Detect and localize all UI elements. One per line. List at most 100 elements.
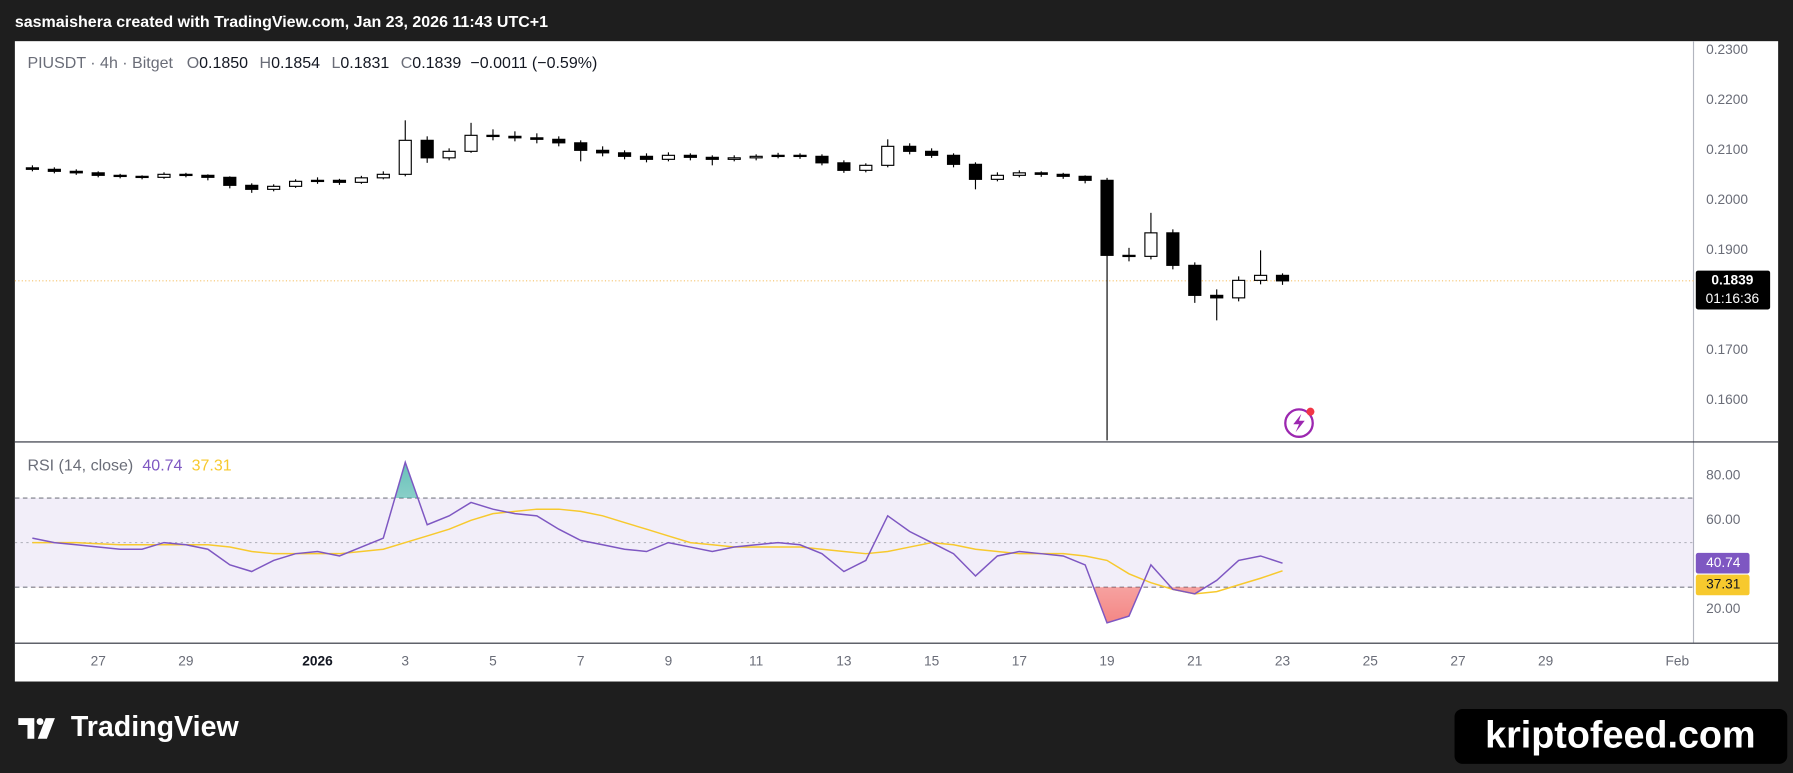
x-tick-label: 15 — [924, 654, 940, 669]
x-tick-label: 9 — [665, 654, 673, 669]
candle-body — [1253, 274, 1268, 281]
ohlc-label: C — [401, 55, 413, 72]
ohlc-value: 0.1831 — [340, 55, 389, 72]
candle-body — [946, 154, 961, 165]
candle-body — [1034, 172, 1048, 175]
overbought-fill — [394, 462, 418, 499]
last-price-tag — [1695, 270, 1771, 310]
candle-body — [903, 145, 917, 152]
candle-body — [1012, 172, 1026, 176]
alert-icon — [1284, 407, 1315, 438]
candle-body — [245, 184, 259, 190]
candle-body — [1166, 232, 1180, 266]
brand-name: TradingView — [71, 711, 240, 743]
y-tick-label: 0.2200 — [1706, 92, 1748, 107]
candle-body — [223, 176, 237, 186]
candle-body — [486, 134, 500, 138]
candle-body — [552, 138, 566, 144]
rsi-line — [32, 459, 1283, 624]
candle-body — [267, 185, 281, 190]
rsi-band-fill — [14, 498, 1694, 588]
candle-body — [91, 172, 105, 176]
candle-body — [1122, 254, 1136, 258]
candle-body — [925, 150, 939, 156]
candle-body — [968, 163, 983, 180]
bar-countdown: 01:16:36 — [1706, 291, 1760, 306]
candle-body — [332, 179, 347, 183]
rsi-tick-label: 80.00 — [1706, 467, 1741, 482]
share-caption: sasmaishera created with TradingView.com… — [15, 14, 548, 31]
candle-body — [1144, 232, 1158, 257]
candle-body — [771, 154, 785, 158]
candle-body — [881, 145, 895, 166]
candle-body — [1188, 264, 1202, 296]
candle-body — [508, 135, 522, 139]
candle-body — [661, 154, 676, 160]
candle-body — [683, 154, 697, 158]
x-tick-label: 29 — [178, 654, 193, 669]
ohlc-value: 0.1850 — [199, 55, 248, 72]
x-tick-label: 29 — [1538, 654, 1553, 669]
y-tick-label: 0.1900 — [1706, 242, 1748, 257]
candle-body — [135, 175, 149, 179]
candle-body — [376, 173, 390, 179]
x-tick-label: 3 — [401, 654, 409, 669]
candle-body — [990, 174, 1005, 180]
candle-body — [574, 142, 588, 151]
candle-body — [793, 154, 807, 158]
rsi-ma-line — [32, 508, 1283, 595]
candle-body — [1210, 294, 1224, 299]
x-tick-label: 19 — [1099, 654, 1114, 669]
x-tick-label: 7 — [577, 654, 585, 669]
rsi-legend-value: 40.74 — [142, 458, 182, 475]
candle-body — [815, 155, 829, 164]
x-tick-label: 5 — [489, 654, 497, 669]
candle-body — [398, 139, 412, 175]
candle-body — [1100, 179, 1114, 256]
y-tick-label: 0.2000 — [1706, 192, 1748, 207]
candle-body — [859, 164, 873, 171]
candle-body — [749, 155, 763, 159]
ohlc-value: 0.1854 — [271, 55, 320, 72]
candle-body — [705, 156, 719, 160]
candle-body — [47, 168, 61, 172]
y-tick-label: 0.1700 — [1706, 342, 1748, 357]
rsi-value-label: 37.31 — [1706, 577, 1740, 592]
rsi-tick-label: 20.00 — [1706, 601, 1741, 616]
ohlc-value: 0.1839 — [412, 55, 461, 72]
watermark-box — [1454, 708, 1788, 764]
candle-body — [310, 179, 325, 183]
last-price-label: 0.1839 — [1711, 272, 1753, 287]
candle-body — [69, 170, 83, 174]
rsi-value-label: 40.74 — [1706, 555, 1741, 570]
candle-body — [1275, 274, 1290, 282]
candle-body — [420, 139, 434, 159]
candle-body — [1232, 279, 1246, 299]
rsi-legend-value: 37.31 — [192, 458, 232, 475]
x-tick-label: 17 — [1012, 654, 1027, 669]
candle-body — [442, 150, 456, 159]
y-tick-label: 0.2300 — [1706, 42, 1748, 57]
y-tick-label: 0.1600 — [1706, 392, 1748, 407]
rsi-value-tag — [1695, 574, 1750, 596]
candle-body — [1078, 175, 1092, 181]
x-tick-label: 25 — [1363, 654, 1379, 669]
candle-body — [201, 174, 215, 178]
candle-body — [596, 149, 610, 154]
change: −0.0011 (−0.59%) — [470, 55, 597, 72]
candle-body — [727, 157, 741, 160]
ohlc-label: H — [260, 55, 272, 72]
x-tick-label: 13 — [836, 654, 852, 669]
candle-body — [113, 174, 127, 178]
candle-body — [179, 173, 193, 177]
candle-body — [288, 180, 303, 187]
x-tick-label: 11 — [749, 654, 763, 669]
x-tick-label: 2026 — [302, 654, 333, 669]
candle-body — [617, 152, 632, 157]
x-tick-label: 27 — [91, 654, 106, 669]
symbol-title: PIUSDT · 4h · Bitget — [27, 55, 173, 72]
candle-body — [639, 155, 654, 160]
candle-body — [837, 162, 851, 171]
